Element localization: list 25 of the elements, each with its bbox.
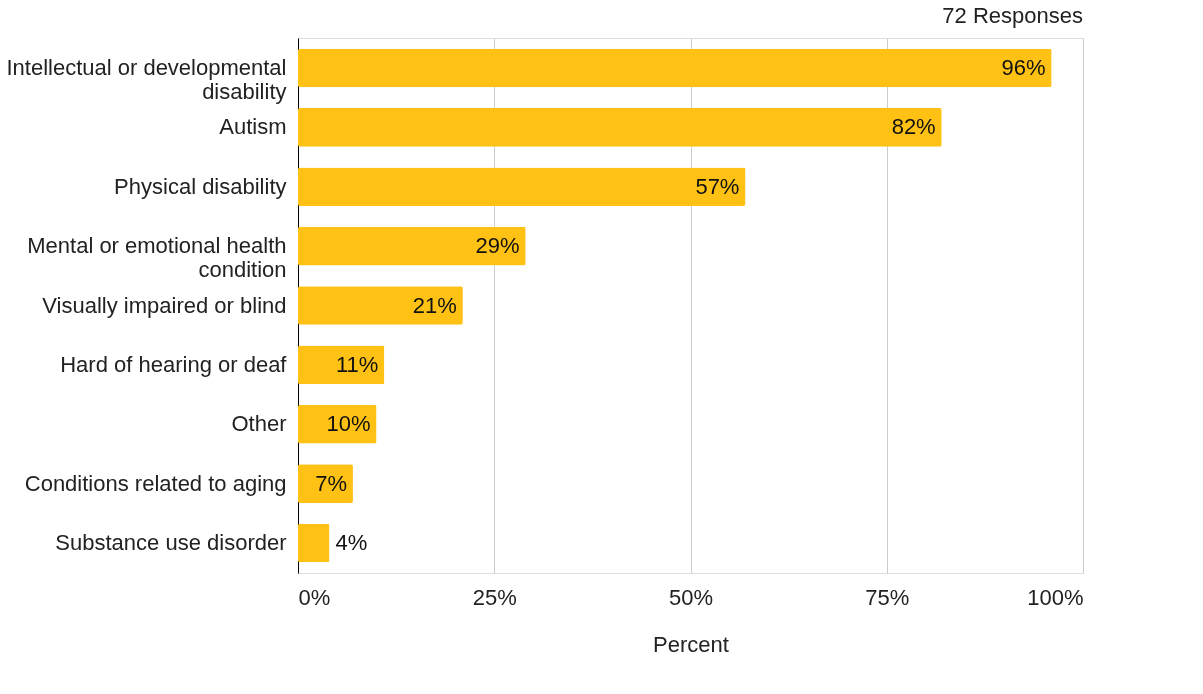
x-tick-label: 0% xyxy=(298,584,331,610)
y-tick-label: Visually impaired or blind xyxy=(42,292,287,318)
x-tick-label: 100% xyxy=(1027,584,1084,610)
y-tick-label: Conditions related to aging xyxy=(24,470,287,496)
data-label: 4% xyxy=(335,530,368,556)
y-tick-label: Mental or emotional health condition xyxy=(27,233,287,283)
y-tick-label: Hard of hearing or deaf xyxy=(60,351,288,377)
x-tick-label: 75% xyxy=(865,584,910,610)
y-tick-label: Autism xyxy=(219,114,287,140)
data-label: 82% xyxy=(891,114,936,140)
y-tick-label: Other xyxy=(231,411,287,437)
y-tick-label: Intellectual or developmental disability xyxy=(6,54,287,104)
text: 72 Responses xyxy=(942,3,1083,28)
x-axis-title: Percent xyxy=(653,631,729,657)
data-label: 96% xyxy=(1001,54,1046,80)
y-tick-label: Substance use disorder xyxy=(55,530,287,556)
x-tick-label: 50% xyxy=(668,584,714,610)
data-label: 11% xyxy=(335,351,379,377)
data-label: 10% xyxy=(326,411,371,437)
data-label: 57% xyxy=(695,173,740,199)
data-label: 29% xyxy=(475,233,520,259)
x-tick-label: 25% xyxy=(472,584,517,610)
data-label: 21% xyxy=(412,292,457,318)
y-tick-label: Physical disability xyxy=(114,173,287,199)
data-label: 7% xyxy=(315,470,347,496)
